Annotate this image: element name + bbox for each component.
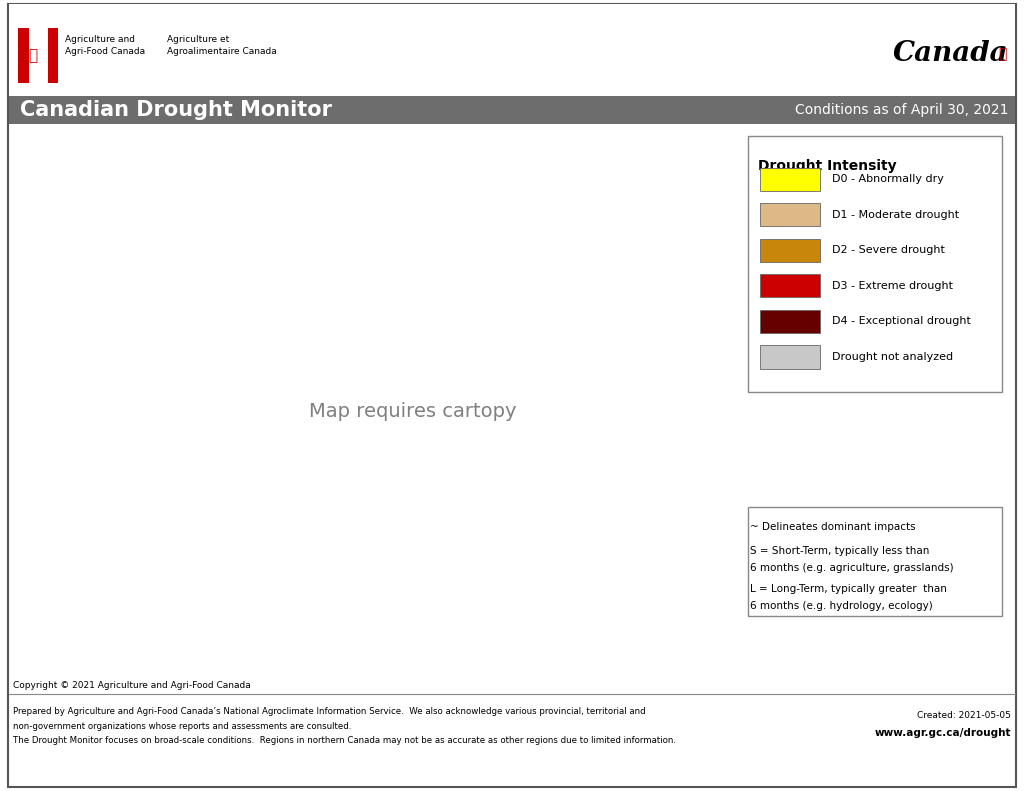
Text: D1 - Moderate drought: D1 - Moderate drought [833, 210, 959, 220]
Bar [9, 96, 1015, 124]
Text: ~ Delineates dominant impacts: ~ Delineates dominant impacts [751, 521, 916, 532]
Bar [18, 28, 29, 83]
Text: Agriculture et
Agroalimentaire Canada: Agriculture et Agroalimentaire Canada [167, 36, 276, 56]
Text: The Drought Monitor focuses on broad-scale conditions.  Regions in northern Cana: The Drought Monitor focuses on broad-sca… [13, 736, 676, 745]
Text: 6 months (e.g. agriculture, grasslands): 6 months (e.g. agriculture, grasslands) [751, 563, 954, 573]
Text: D4 - Exceptional drought: D4 - Exceptional drought [833, 316, 972, 327]
Text: 6 months (e.g. hydrology, ecology): 6 months (e.g. hydrology, ecology) [751, 601, 933, 611]
Text: non-government organizations whose reports and assessments are consulted.: non-government organizations whose repor… [13, 721, 351, 731]
Text: Agriculture and
Agri-Food Canada: Agriculture and Agri-Food Canada [65, 36, 144, 56]
Text: Conditions as of April 30, 2021: Conditions as of April 30, 2021 [796, 103, 1009, 117]
Text: 🍁: 🍁 [998, 47, 1007, 61]
Bar [749, 136, 1001, 392]
Text: www.agr.gc.ca/drought: www.agr.gc.ca/drought [874, 729, 1011, 738]
Text: Drought not analyzed: Drought not analyzed [833, 352, 953, 362]
Text: 🍁: 🍁 [29, 48, 38, 62]
Bar [761, 203, 820, 226]
Text: Drought Intensity: Drought Intensity [759, 158, 897, 172]
Bar [761, 168, 820, 191]
Bar [761, 274, 820, 297]
Text: D3 - Extreme drought: D3 - Extreme drought [833, 281, 953, 291]
Text: L = Long-Term, typically greater  than: L = Long-Term, typically greater than [751, 584, 947, 594]
Text: Copyright © 2021 Agriculture and Agri-Food Canada: Copyright © 2021 Agriculture and Agri-Fo… [13, 681, 251, 691]
Bar [48, 28, 58, 83]
Text: Canada: Canada [893, 40, 1009, 67]
Text: Canadian Drought Monitor: Canadian Drought Monitor [20, 100, 333, 120]
Text: Prepared by Agriculture and Agri-Food Canada’s National Agroclimate Information : Prepared by Agriculture and Agri-Food Ca… [13, 707, 646, 717]
Bar [761, 346, 820, 369]
Bar [9, 4, 1015, 97]
Bar [761, 310, 820, 333]
Bar [761, 239, 820, 262]
Text: Map requires cartopy: Map requires cartopy [309, 402, 517, 421]
Text: D2 - Severe drought: D2 - Severe drought [833, 245, 945, 255]
Text: S = Short-Term, typically less than: S = Short-Term, typically less than [751, 546, 930, 555]
Bar [749, 507, 1001, 616]
Text: Created: 2021-05-05: Created: 2021-05-05 [916, 711, 1011, 721]
Text: D0 - Abnormally dry: D0 - Abnormally dry [833, 174, 944, 184]
